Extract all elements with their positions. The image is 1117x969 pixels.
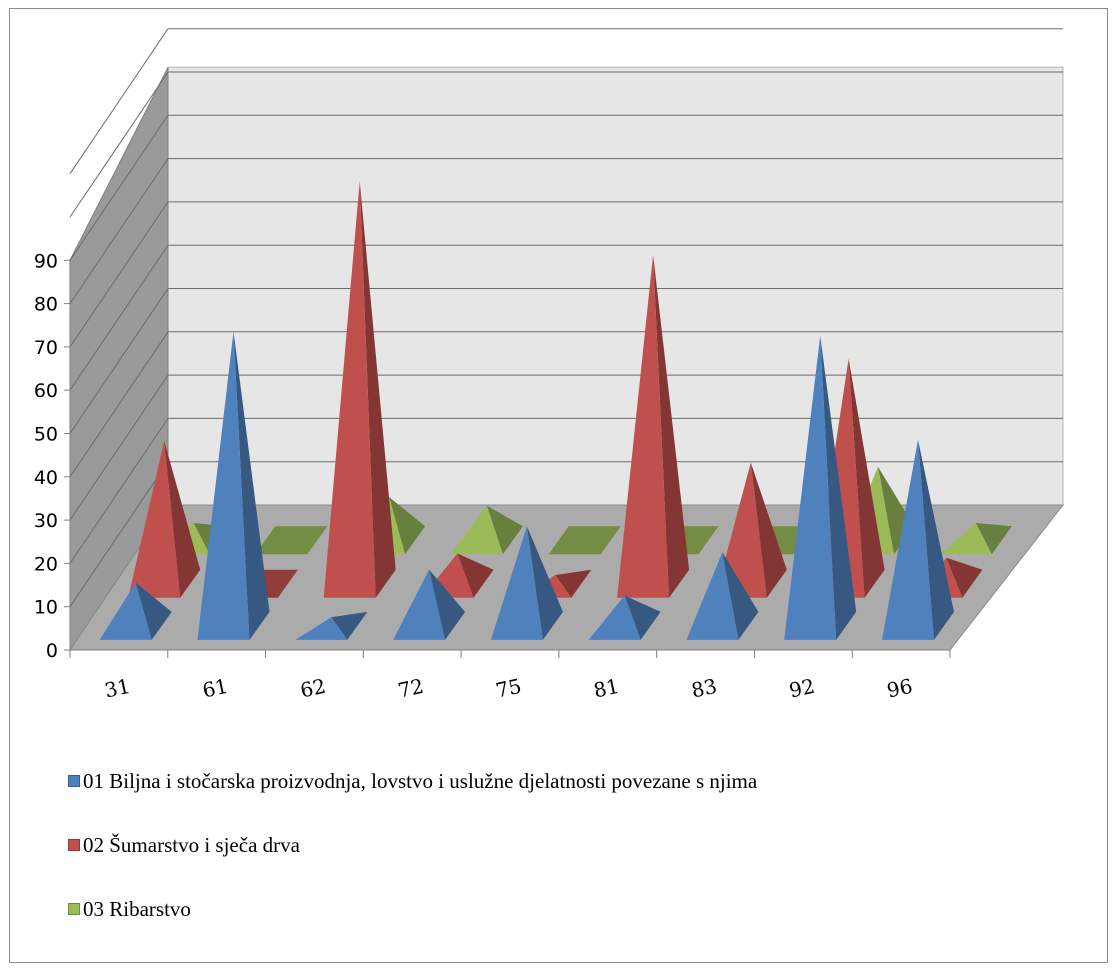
x-tick-label: 31 bbox=[102, 674, 132, 703]
pyramid-2-81 bbox=[617, 254, 690, 598]
pyramid-side-face bbox=[624, 595, 661, 640]
pyramid-front-face bbox=[588, 595, 641, 640]
x-tick-label: 61 bbox=[200, 674, 230, 703]
gridline-side bbox=[69, 331, 169, 478]
x-tick-label: 75 bbox=[494, 674, 524, 703]
pyramid-2-62 bbox=[323, 181, 396, 598]
pyramid-side-face bbox=[975, 523, 1012, 555]
pyramid-2-31 bbox=[128, 440, 201, 598]
y-tick-label: 50 bbox=[34, 424, 58, 446]
pyramid-1-92 bbox=[784, 335, 857, 640]
pyramid-side-face bbox=[722, 552, 759, 640]
pyramid-side-face bbox=[526, 526, 563, 640]
pyramid-side-face bbox=[233, 331, 270, 640]
y-tick-label: 30 bbox=[34, 510, 58, 532]
pyramid-1-96 bbox=[882, 439, 954, 640]
pyramid-3-61 bbox=[255, 526, 328, 555]
pyramid-base bbox=[255, 526, 328, 555]
x-tick-label: 72 bbox=[396, 674, 426, 703]
y-tick-label: 20 bbox=[34, 553, 58, 575]
gridline-side bbox=[69, 201, 169, 348]
y-tick-label: 90 bbox=[34, 250, 58, 272]
back-wall bbox=[167, 66, 1064, 506]
pyramid-side-face bbox=[848, 358, 885, 598]
pyramid-front-face bbox=[450, 505, 503, 555]
gridlines bbox=[69, 28, 1063, 607]
pyramid-1-75 bbox=[490, 526, 563, 640]
pyramid-1-31 bbox=[99, 582, 172, 640]
gridline-side bbox=[69, 418, 169, 564]
legend-swatch-01 bbox=[68, 775, 80, 787]
x-tick-label: 83 bbox=[689, 674, 719, 703]
gridline-side bbox=[69, 374, 169, 521]
pyramid-side-face bbox=[164, 440, 201, 598]
pyramid-front-face bbox=[295, 617, 348, 640]
legend-label-01: 01 Biljna i stočarska proizvodnja, lovst… bbox=[83, 768, 758, 793]
pyramid-front-face bbox=[197, 331, 250, 640]
legend-swatch-03 bbox=[68, 903, 80, 915]
gridline-side bbox=[69, 288, 169, 434]
pyramid-side-face bbox=[555, 569, 592, 598]
pyramid-1-81 bbox=[588, 595, 661, 640]
legend-item-01: 01 Biljna i stočarska proizvodnja, lovst… bbox=[68, 769, 757, 793]
pyramid-side-face bbox=[653, 254, 690, 598]
gridline-side bbox=[69, 244, 169, 391]
pyramid-front-face bbox=[490, 526, 543, 640]
gridline-side bbox=[69, 71, 169, 218]
x-tick-label: 62 bbox=[298, 674, 328, 703]
chart-marks bbox=[99, 181, 1012, 640]
legend-label-02: 02 Šumarstvo i sječa drva bbox=[83, 832, 300, 857]
pyramid-3-75 bbox=[548, 526, 621, 555]
y-tick-label: 10 bbox=[34, 597, 58, 619]
legend-item-02: 02 Šumarstvo i sječa drva bbox=[68, 833, 757, 857]
pyramid-front-face bbox=[617, 254, 670, 598]
legend-swatch-02 bbox=[68, 839, 80, 851]
legend-item-03: 03 Ribarstvo bbox=[68, 897, 757, 921]
pyramid-1-62 bbox=[295, 611, 368, 640]
pyramid-3-96 bbox=[939, 523, 1012, 555]
pyramid-side-face bbox=[429, 569, 466, 640]
pyramid-side-face bbox=[946, 557, 983, 598]
pyramid-front-face bbox=[323, 181, 376, 598]
y-tick-label: 0 bbox=[46, 640, 58, 662]
pyramid-front-face bbox=[128, 440, 181, 598]
chart-axes: 0 10 20 30 40 50 60 70 80 90 31 61 62 72 75 81 83 92 96 bbox=[34, 250, 951, 703]
legend-label-03: 03 Ribarstvo bbox=[83, 896, 191, 921]
pyramid-chart: 0 10 20 30 40 50 60 70 80 90 31 61 62 72 75 81 83 92 96 bbox=[34, 28, 1065, 703]
gridline-side bbox=[69, 158, 169, 304]
pyramid-front-face bbox=[686, 552, 739, 640]
pyramid-front-face bbox=[882, 439, 934, 640]
pyramid-front-face bbox=[784, 335, 837, 640]
y-tick-label: 40 bbox=[34, 467, 58, 489]
pyramid-side-face bbox=[359, 181, 396, 598]
pyramid-side-face bbox=[457, 553, 494, 598]
pyramid-front-face bbox=[939, 523, 992, 555]
pyramid-1-61 bbox=[197, 331, 270, 640]
legend: 01 Biljna i stočarska proizvodnja, lovst… bbox=[68, 769, 757, 961]
x-tick-label: 81 bbox=[591, 674, 621, 703]
x-tick-label: 96 bbox=[885, 674, 915, 703]
pyramid-side-face bbox=[389, 497, 426, 555]
pyramid-side-face bbox=[750, 462, 787, 598]
gridline-side bbox=[69, 115, 169, 261]
pyramid-side-face bbox=[331, 611, 368, 640]
pyramid-front-face bbox=[99, 582, 152, 640]
gridline-side bbox=[69, 28, 169, 174]
pyramid-1-72 bbox=[393, 569, 466, 640]
pyramid-base bbox=[548, 526, 621, 555]
chart-frame: 0 10 20 30 40 50 60 70 80 90 31 61 62 72 75 81 83 92 96 01… bbox=[9, 8, 1108, 963]
pyramid-side-face bbox=[486, 505, 523, 555]
y-tick-label: 60 bbox=[34, 380, 58, 402]
gridline-side bbox=[69, 461, 169, 607]
pyramid-side-face bbox=[820, 335, 857, 640]
y-tick-label: 70 bbox=[34, 337, 58, 359]
pyramid-1-83 bbox=[686, 552, 759, 640]
pyramid-3-72 bbox=[450, 505, 523, 555]
y-tick-label: 80 bbox=[34, 294, 58, 316]
pyramid-side-face bbox=[918, 439, 954, 640]
x-tick-label: 92 bbox=[787, 674, 817, 703]
pyramid-side-face bbox=[135, 582, 172, 640]
pyramid-front-face bbox=[393, 569, 446, 640]
